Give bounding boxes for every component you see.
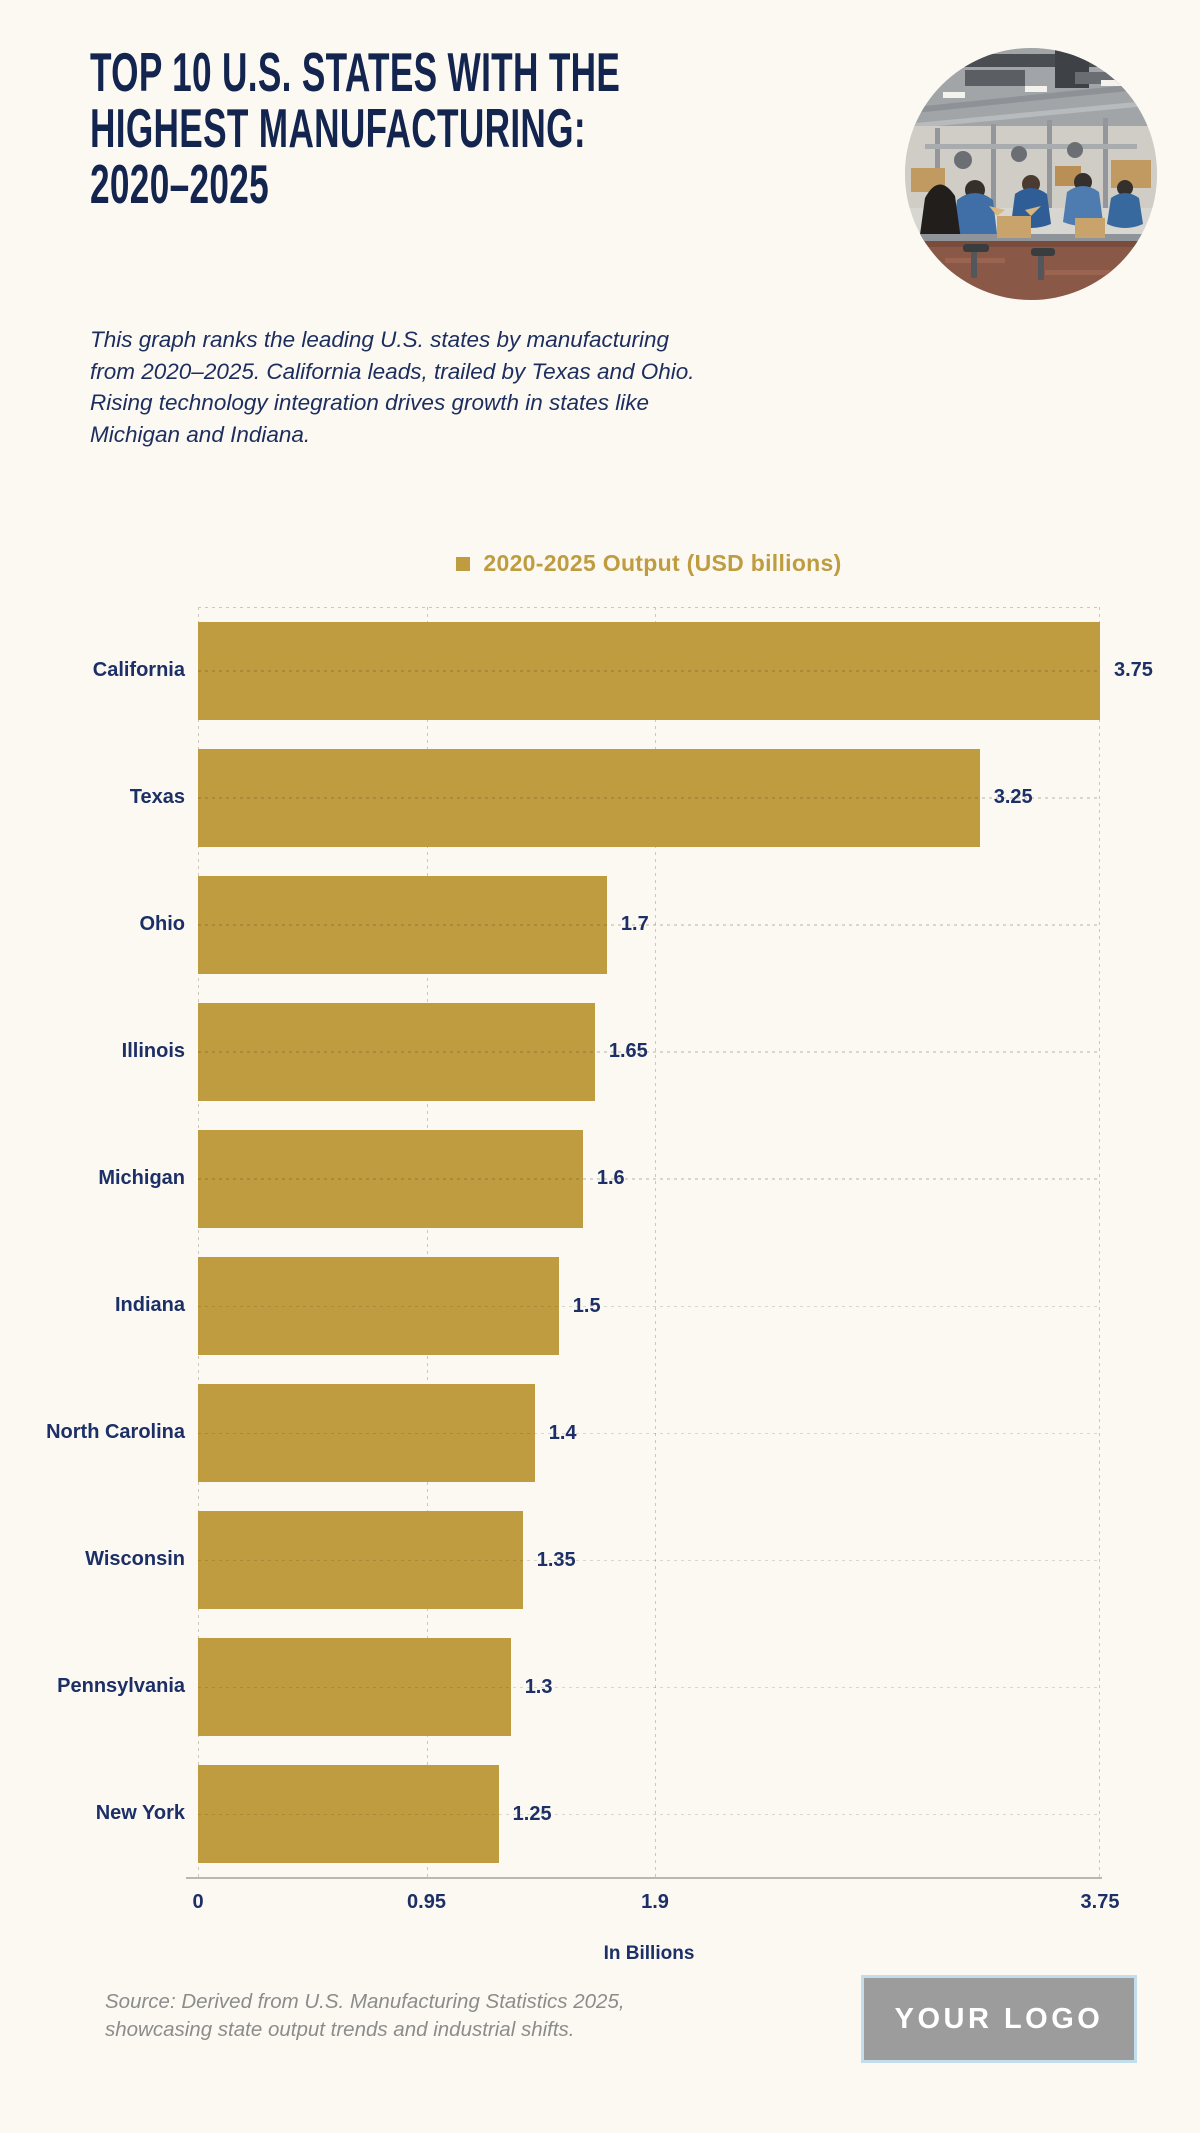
bar-value-label: 1.65 xyxy=(608,1040,648,1063)
plot-top-border xyxy=(198,607,1100,608)
bar-indiana xyxy=(198,1257,559,1355)
x-axis-title: In Billions xyxy=(603,1943,695,1964)
category-label-indiana: Indiana xyxy=(114,1294,185,1317)
bar-illinois xyxy=(198,1002,595,1101)
bar-chart-plot-area: 3.75 3.25 1.7 1.65 1.6 1.5 1.4 1.35 1.3 1.25 xyxy=(198,607,1153,1878)
factory-photo xyxy=(905,48,1157,300)
x-tick-label-0: 0 xyxy=(192,1891,204,1913)
category-label-ohio: Ohio xyxy=(139,912,185,935)
legend-label: 2020-2025 Output (USD billions) xyxy=(483,550,842,576)
gridline-horizontal xyxy=(198,1305,1100,1307)
bar-row: 1.6 xyxy=(198,1115,1100,1242)
category-label-north-carolina: North Carolina xyxy=(46,1421,185,1444)
bar-pennsylvania xyxy=(198,1638,511,1737)
bar-value-label: 1.6 xyxy=(596,1167,625,1190)
bar-value-label: 1.7 xyxy=(620,913,649,936)
bar-michigan xyxy=(198,1129,583,1228)
x-axis-line xyxy=(186,1877,1102,1879)
gridline-vertical xyxy=(426,607,428,1878)
bar-wisconsin xyxy=(198,1511,523,1610)
gridline-horizontal xyxy=(198,1813,1100,1816)
gridline-horizontal xyxy=(198,797,1100,799)
category-label-pennsylvania: Pennsylvania xyxy=(57,1675,185,1698)
category-label-illinois: Illinois xyxy=(121,1039,185,1062)
bar-value-label: 1.3 xyxy=(524,1675,553,1698)
title-line-1: TOP 10 U.S. STATES WITH THE xyxy=(90,41,621,103)
bar-north-carolina xyxy=(198,1384,535,1483)
bar-row: 3.75 xyxy=(198,607,1153,734)
logo-text: YOUR LOGO xyxy=(894,2002,1104,2035)
page-title: TOP 10 U.S. STATES WITH THE HIGHEST MANU… xyxy=(90,44,620,212)
bar-row: 1.4 xyxy=(198,1370,1100,1497)
chart-legend: 2020-2025 Output (USD billions) xyxy=(198,550,1100,577)
chart-description: This graph ranks the leading U.S. states… xyxy=(90,327,695,447)
bar-texas xyxy=(198,748,980,847)
bar-row: 1.5 xyxy=(198,1243,1100,1370)
bar-row: 1.65 xyxy=(198,988,1100,1115)
bar-value-label: 1.35 xyxy=(536,1548,576,1571)
bar-value-label: 1.5 xyxy=(572,1294,601,1317)
bar-ohio xyxy=(198,875,607,974)
gridline-horizontal xyxy=(198,670,1100,672)
title-line-3: 2020–2025 xyxy=(90,153,270,215)
bar-row: 1.3 xyxy=(198,1624,1100,1751)
gridline-horizontal xyxy=(198,924,1100,926)
gridline-horizontal xyxy=(198,1432,1100,1435)
gridline-horizontal xyxy=(198,1178,1100,1180)
source-note: Source: Derived from U.S. Manufacturing … xyxy=(105,1990,625,2041)
bar-row: 3.25 xyxy=(198,734,1100,861)
bar-row: 1.25 xyxy=(198,1751,1100,1878)
category-label-california: California xyxy=(92,658,185,681)
bar-value-label: 1.4 xyxy=(548,1421,577,1444)
bar-value-label: 1.25 xyxy=(512,1802,552,1825)
gridline-horizontal xyxy=(198,1686,1100,1689)
bar-row: 1.7 xyxy=(198,861,1100,988)
gridline-horizontal xyxy=(198,1051,1100,1053)
logo-placeholder: YOUR LOGO xyxy=(861,1975,1137,2063)
x-tick-label-0.95: 0.95 xyxy=(407,1891,446,1913)
x-tick-label-1.9: 1.9 xyxy=(641,1891,669,1913)
bar-value-label: 3.75 xyxy=(1114,659,1153,681)
category-label-texas: Texas xyxy=(129,785,185,808)
bar-california xyxy=(198,621,1100,720)
legend-swatch-icon xyxy=(456,556,471,571)
category-label-new-york: New York xyxy=(95,1802,185,1825)
gridline-vertical xyxy=(655,607,656,1878)
factory-photo-illustration xyxy=(905,48,1157,300)
bar-new-york xyxy=(198,1765,499,1864)
category-label-wisconsin: Wisconsin xyxy=(85,1548,185,1571)
bar-row: 1.35 xyxy=(198,1497,1100,1624)
gridline-vertical xyxy=(1099,607,1100,1878)
gridline-vertical xyxy=(198,607,199,1878)
category-label-michigan: Michigan xyxy=(98,1166,185,1189)
gridline-horizontal xyxy=(198,1559,1100,1562)
title-line-2: HIGHEST MANUFACTURING: xyxy=(90,97,586,159)
x-tick-label-3.75: 3.75 xyxy=(1080,1891,1120,1913)
bar-value-label: 3.25 xyxy=(993,786,1033,809)
category-labels: California Texas Ohio Illinois Michigan India… xyxy=(0,607,185,1878)
